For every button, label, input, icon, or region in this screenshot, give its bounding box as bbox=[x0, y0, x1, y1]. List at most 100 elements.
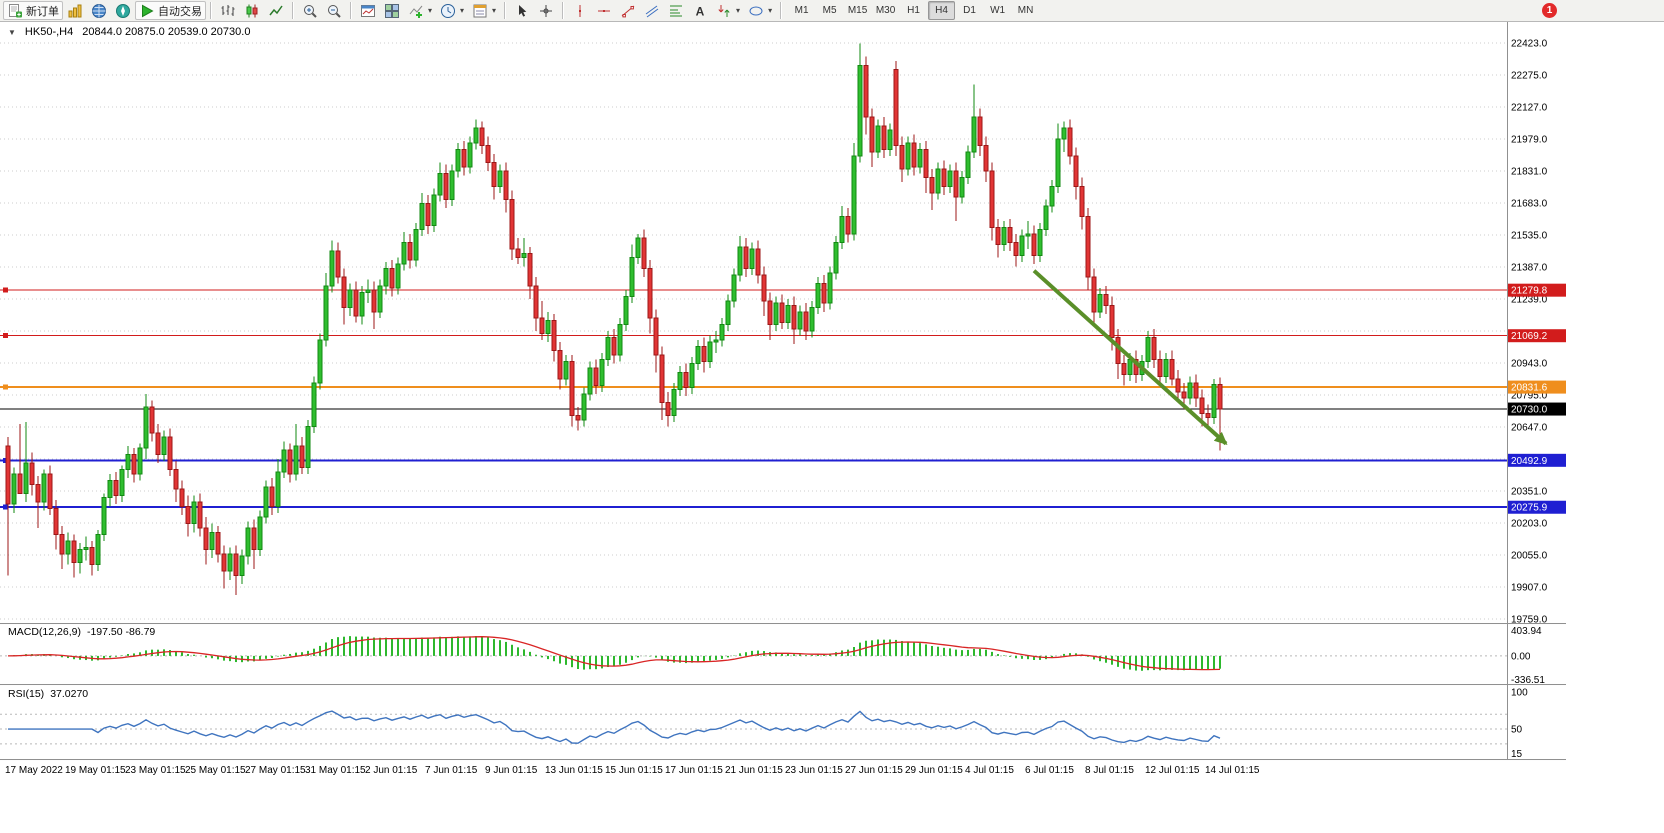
timeframe-button-m1[interactable]: M1 bbox=[794, 5, 809, 16]
svg-text:27 Jun 01:15: 27 Jun 01:15 bbox=[845, 765, 903, 776]
shapes-tool-button[interactable]: ▾ bbox=[744, 1, 776, 20]
svg-text:21683.0: 21683.0 bbox=[1511, 199, 1548, 210]
macd-pane[interactable]: 403.94 0.00 -336.51 bbox=[0, 626, 1545, 686]
trendline-tool-button[interactable] bbox=[616, 1, 640, 20]
auto-trading-label: 自动交易 bbox=[158, 5, 202, 18]
clock-icon bbox=[441, 3, 456, 18]
timeframe-button-w1[interactable]: W1 bbox=[990, 5, 1006, 16]
new-chart-icon bbox=[361, 4, 375, 17]
chart-canvas[interactable]: 19759.0 19907.0 20055.0 20203.0 20351.0 20647… bbox=[0, 22, 1664, 833]
bar-chart-button[interactable] bbox=[216, 1, 240, 20]
text-tool-button[interactable]: A bbox=[688, 1, 712, 20]
vertical-line-tool-button[interactable] bbox=[568, 1, 592, 20]
svg-text:20203.0: 20203.0 bbox=[1511, 519, 1548, 530]
zoom-in-button[interactable] bbox=[298, 1, 322, 20]
timeframe-button-m5[interactable]: M5 bbox=[822, 5, 837, 16]
svg-text:2 Jun 01:15: 2 Jun 01:15 bbox=[365, 765, 418, 776]
timeframe-button-h4[interactable]: H4 bbox=[928, 1, 956, 20]
trendline-icon bbox=[621, 5, 635, 17]
data-window-button[interactable] bbox=[87, 1, 111, 20]
svg-text:20647.0: 20647.0 bbox=[1511, 423, 1548, 434]
crosshair-tool-button[interactable] bbox=[534, 1, 558, 20]
main-toolbar: 新订单 自动交易 bbox=[0, 0, 1664, 22]
candlestick-chart-button[interactable] bbox=[240, 1, 264, 20]
pane-separators bbox=[0, 22, 1566, 761]
svg-text:21279.8: 21279.8 bbox=[1511, 286, 1548, 297]
svg-text:4 Jul 01:15: 4 Jul 01:15 bbox=[965, 765, 1014, 776]
new-order-icon bbox=[9, 3, 22, 17]
zoom-out-button[interactable] bbox=[322, 1, 346, 20]
templates-button[interactable]: ▾ bbox=[468, 1, 500, 20]
svg-text:19 May 01:15: 19 May 01:15 bbox=[65, 765, 126, 776]
toolbar-separator bbox=[210, 2, 212, 19]
svg-text:20351.0: 20351.0 bbox=[1511, 487, 1548, 498]
dropdown-caret-icon: ▾ bbox=[492, 6, 497, 15]
horizontal-lines[interactable] bbox=[0, 287, 1507, 510]
notification-badge[interactable]: 1 bbox=[1542, 3, 1557, 18]
crosshair-icon bbox=[540, 4, 553, 17]
svg-text:21535.0: 21535.0 bbox=[1511, 231, 1548, 242]
chart-window: 19759.0 19907.0 20055.0 20203.0 20351.0 20647… bbox=[0, 22, 1664, 833]
price-axis-labels[interactable]: 19759.0 19907.0 20055.0 20203.0 20351.0 20647… bbox=[1511, 39, 1548, 626]
chart-plot-area[interactable] bbox=[0, 22, 1507, 623]
indicators-button[interactable]: ▾ bbox=[404, 1, 436, 20]
market-watch-icon bbox=[68, 4, 82, 17]
svg-text:100: 100 bbox=[1511, 688, 1528, 699]
periods-button[interactable]: ▾ bbox=[436, 1, 468, 20]
svg-text:13 Jun 01:15: 13 Jun 01:15 bbox=[545, 765, 603, 776]
svg-text:25 May 01:15: 25 May 01:15 bbox=[185, 765, 246, 776]
timeframe-button-m15[interactable]: M15 bbox=[847, 5, 868, 16]
horizontal-line-tool-button[interactable] bbox=[592, 1, 616, 20]
new-chart-button[interactable] bbox=[356, 1, 380, 20]
timeframe-button-mn[interactable]: MN bbox=[1017, 5, 1034, 16]
timeframe-button-m30[interactable]: M30 bbox=[875, 5, 896, 16]
fibonacci-tool-button[interactable] bbox=[664, 1, 688, 20]
play-icon bbox=[142, 4, 154, 17]
arrows-tool-button[interactable]: ▾ bbox=[712, 1, 744, 20]
market-watch-button[interactable] bbox=[63, 1, 87, 20]
tile-windows-button[interactable] bbox=[380, 1, 404, 20]
new-order-button[interactable]: 新订单 bbox=[3, 1, 63, 20]
shapes-icon bbox=[749, 6, 763, 15]
svg-text:17 Jun 01:15: 17 Jun 01:15 bbox=[665, 765, 723, 776]
svg-text:A: A bbox=[696, 4, 705, 18]
svg-text:19907.0: 19907.0 bbox=[1511, 583, 1548, 594]
arrows-icon bbox=[718, 4, 730, 17]
auto-trading-button[interactable]: 自动交易 bbox=[135, 1, 206, 20]
svg-text:21239.0: 21239.0 bbox=[1511, 295, 1548, 306]
svg-text:21069.2: 21069.2 bbox=[1511, 331, 1548, 342]
svg-text:22423.0: 22423.0 bbox=[1511, 39, 1548, 50]
zoom-out-icon bbox=[328, 4, 341, 18]
new-order-label: 新订单 bbox=[26, 5, 59, 18]
text-icon: A bbox=[696, 4, 705, 18]
svg-text:20055.0: 20055.0 bbox=[1511, 551, 1548, 562]
date-axis[interactable]: 17 May 2022 19 May 01:15 23 May 01:15 25 Ma… bbox=[5, 765, 1260, 776]
timeframe-group: M1 M5 M15 M30 H1 H4 D1 W1 MN bbox=[788, 1, 1039, 20]
svg-text:6 Jul 01:15: 6 Jul 01:15 bbox=[1025, 765, 1074, 776]
svg-text:9 Jun 01:15: 9 Jun 01:15 bbox=[485, 765, 538, 776]
svg-text:19759.0: 19759.0 bbox=[1511, 615, 1548, 626]
svg-text:23 Jun 01:15: 23 Jun 01:15 bbox=[785, 765, 843, 776]
price-badges: 21279.8 21069.2 20831.6 20730.0 20492.9 20275… bbox=[1508, 283, 1566, 514]
svg-text:20831.6: 20831.6 bbox=[1511, 383, 1548, 394]
channel-tool-button[interactable] bbox=[640, 1, 664, 20]
horizontal-line-icon bbox=[598, 9, 611, 12]
toolbar-separator bbox=[780, 2, 783, 19]
svg-text:12 Jul 01:15: 12 Jul 01:15 bbox=[1145, 765, 1200, 776]
dropdown-caret-icon: ▾ bbox=[736, 6, 741, 15]
line-chart-button[interactable] bbox=[264, 1, 288, 20]
svg-text:15 Jun 01:15: 15 Jun 01:15 bbox=[605, 765, 663, 776]
indicators-icon bbox=[409, 5, 423, 18]
vertical-line-icon bbox=[579, 4, 582, 17]
timeframe-button-d1[interactable]: D1 bbox=[963, 5, 976, 16]
cursor-tool-button[interactable] bbox=[510, 1, 534, 20]
toolbar-separator bbox=[292, 2, 294, 19]
trend-arrow[interactable] bbox=[1032, 269, 1228, 446]
svg-text:17 May 2022: 17 May 2022 bbox=[5, 765, 63, 776]
svg-text:14 Jul 01:15: 14 Jul 01:15 bbox=[1205, 765, 1260, 776]
svg-text:22127.0: 22127.0 bbox=[1511, 103, 1548, 114]
svg-text:0.00: 0.00 bbox=[1511, 651, 1531, 662]
timeframe-button-h1[interactable]: H1 bbox=[907, 5, 920, 16]
navigator-button[interactable] bbox=[111, 1, 135, 20]
rsi-pane[interactable]: 100 50 15 bbox=[0, 688, 1528, 761]
